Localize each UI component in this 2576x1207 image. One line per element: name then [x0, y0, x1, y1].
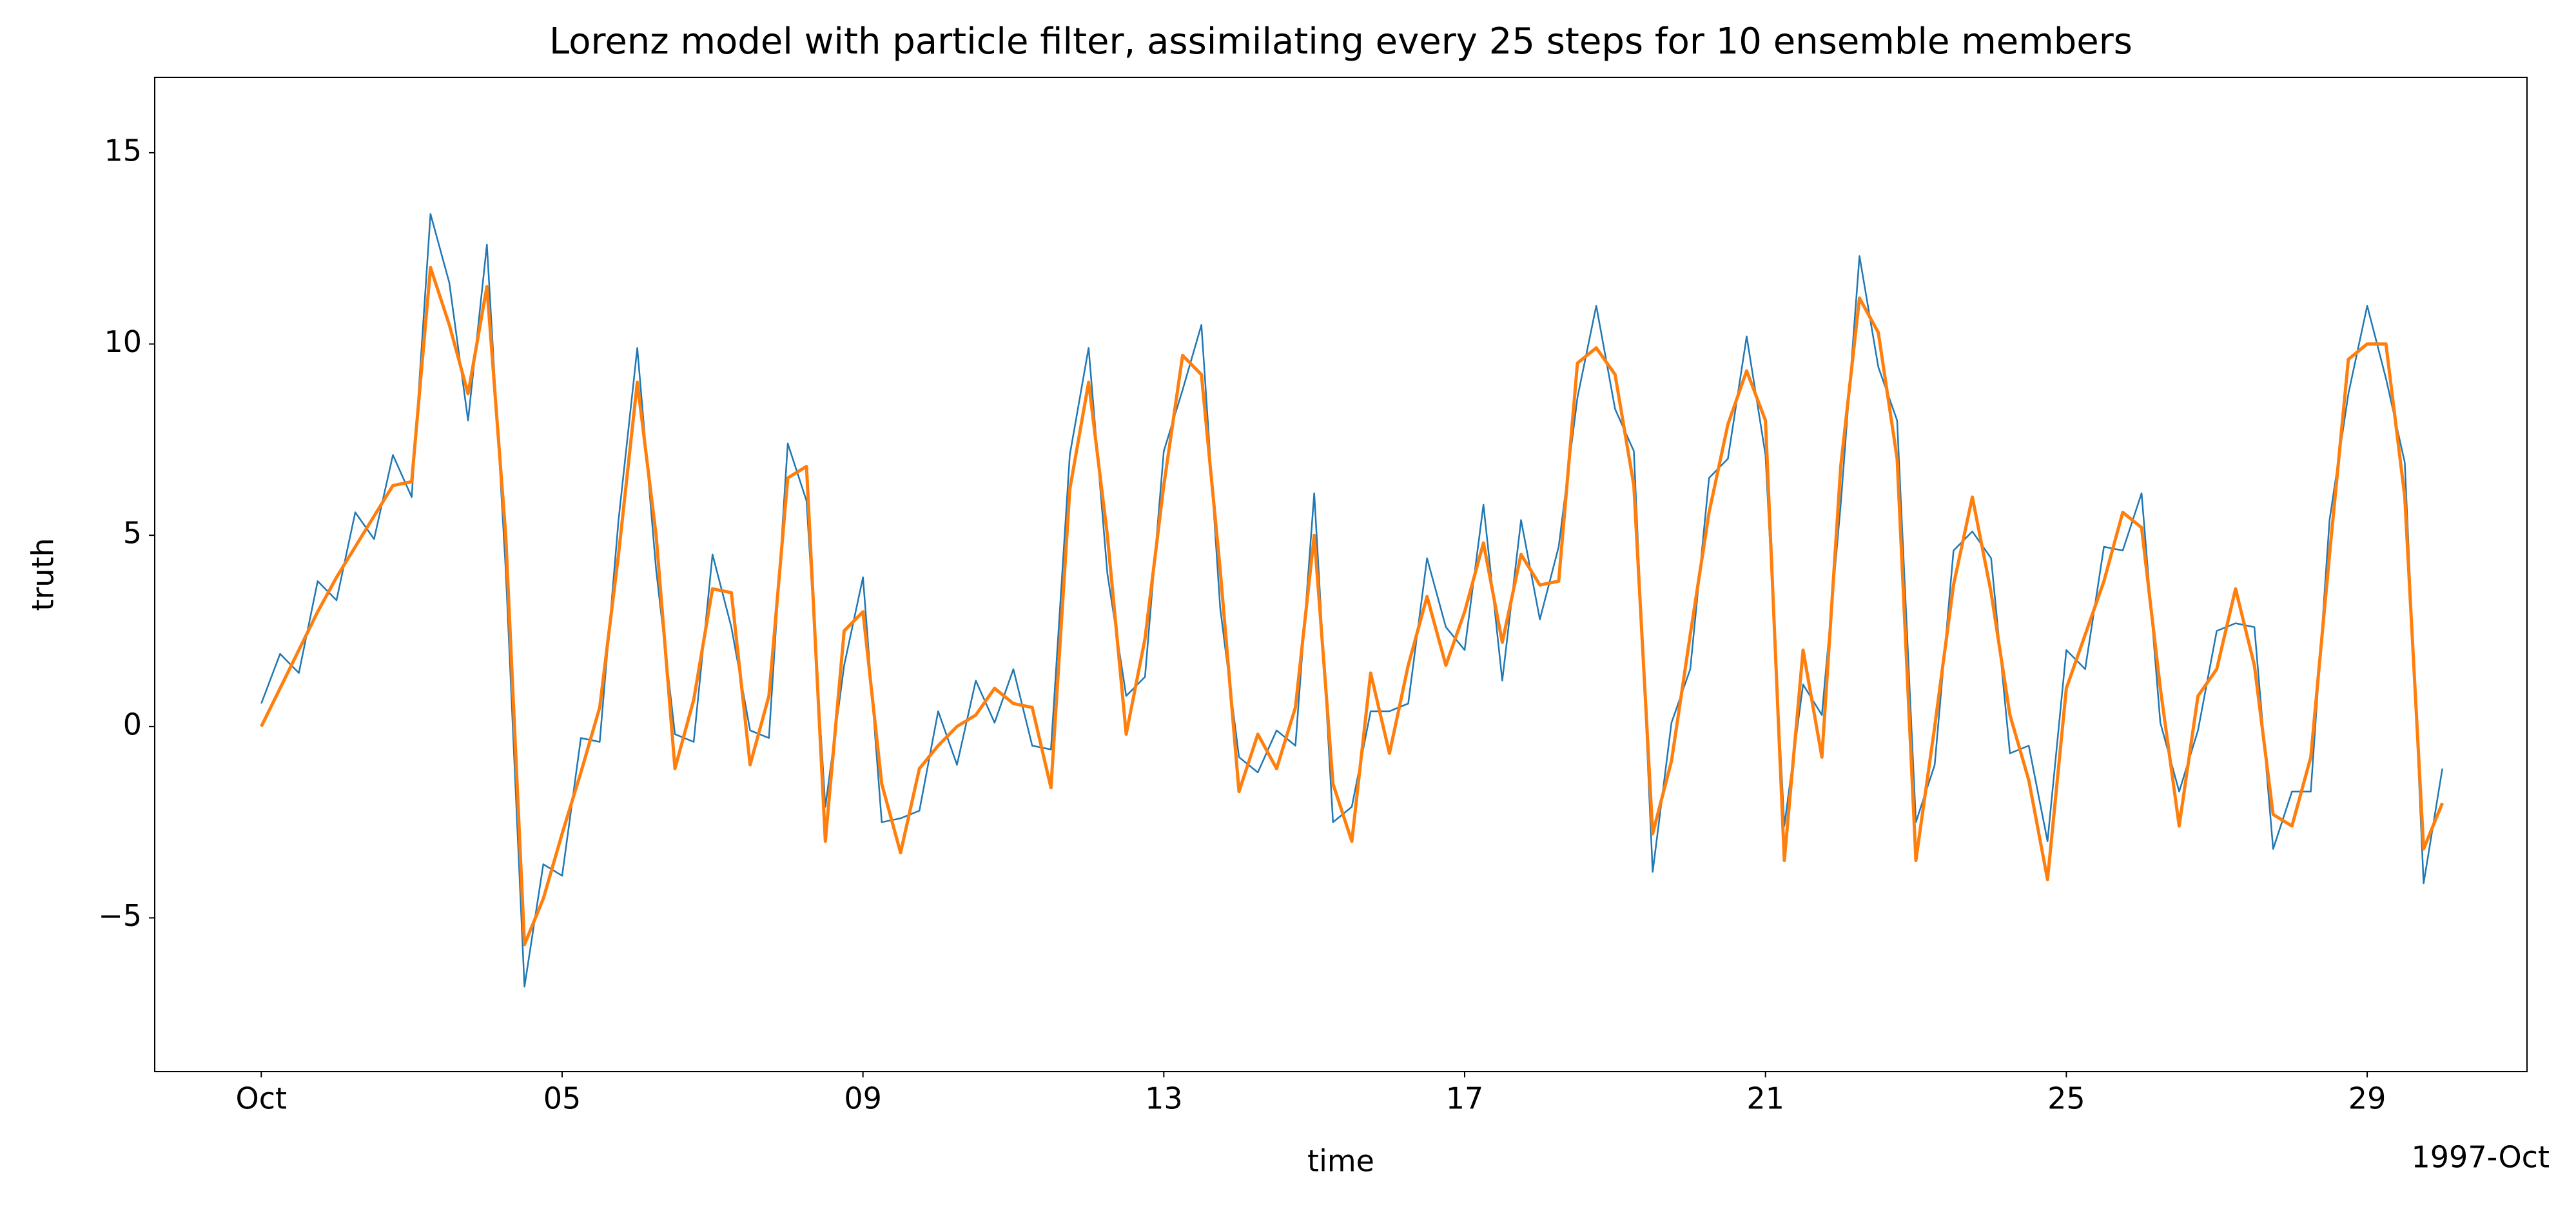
- line-series: [260, 213, 2443, 988]
- x-tick-label: 17: [1446, 1081, 1484, 1116]
- y-tick-label: 0: [123, 707, 142, 741]
- y-axis-label: truth: [26, 538, 61, 611]
- x-offset-label: 1997-Oct: [2412, 1140, 2550, 1175]
- x-tick-label: 25: [2047, 1081, 2085, 1116]
- x-tick-label: 13: [1145, 1081, 1183, 1116]
- x-tick-label: 29: [2348, 1081, 2386, 1116]
- line-series: [260, 266, 2444, 947]
- y-tick-label: 5: [123, 516, 142, 551]
- plot-frame: [154, 77, 2528, 1072]
- chart-title: Lorenz model with particle filter, assim…: [549, 21, 2132, 63]
- x-axis-label: time: [1307, 1144, 1374, 1179]
- x-tick-label: 21: [1746, 1081, 1784, 1116]
- x-tick-label: Oct: [236, 1081, 288, 1116]
- x-tick-label: 05: [543, 1081, 581, 1116]
- y-tick-label: −5: [98, 898, 142, 933]
- x-tick-label: 09: [844, 1081, 882, 1116]
- y-tick-label: 10: [104, 324, 142, 359]
- y-tick-label: 15: [104, 133, 142, 168]
